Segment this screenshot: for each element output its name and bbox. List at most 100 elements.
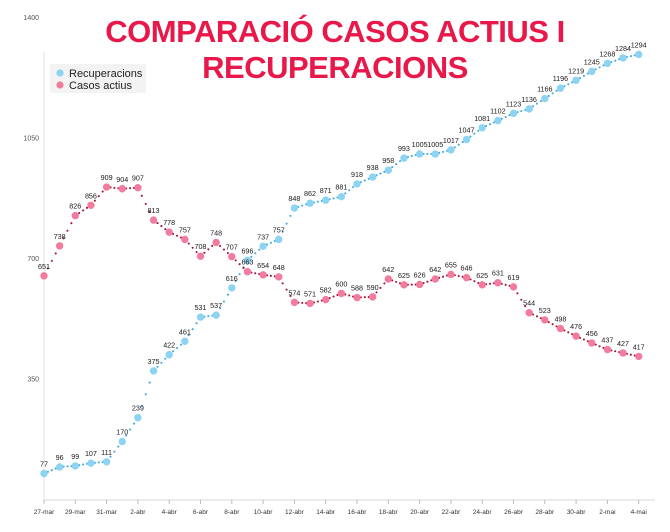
recuperacions-value-label-29-mar: 99 (71, 452, 79, 461)
recuperacions-point-2-mai (603, 59, 612, 68)
recuperacions-point-30-abr (572, 76, 580, 84)
casos-actius-point-27-abr (525, 309, 533, 317)
casos-actius-connector-dot (289, 294, 292, 298)
recuperacions-value-label-28-abr: 1166 (537, 85, 552, 94)
recuperacions-connector-dot (250, 255, 253, 258)
casos-actius-connector-14 (265, 274, 276, 278)
casos-actius-connector-dot (160, 225, 163, 228)
casos-actius-value-label-1-abr: 904 (116, 175, 128, 184)
x-tick-label-20-abr: 20-abr (410, 509, 430, 516)
casos-actius-connector-dot (363, 296, 366, 299)
y-tick-label-350: 350 (27, 376, 39, 383)
recuperacions-point-28-mar (55, 463, 64, 471)
casos-actius-connector-dot (46, 267, 49, 270)
casos-actius-connector-dot (379, 286, 382, 289)
casos-actius-connector-12 (234, 259, 245, 269)
recuperacions-connector-32 (547, 89, 558, 98)
casos-actius-value-label-27-mar: 651 (38, 262, 50, 271)
recuperacions-connector-8 (172, 343, 182, 353)
casos-actius-connector-8 (172, 232, 182, 239)
casos-actius-point-6-abr (196, 252, 205, 260)
casos-actius-value-label-8-abr: 707 (226, 243, 238, 252)
casos-actius-connector-16 (297, 301, 308, 305)
casos-actius-connector-dot (488, 282, 492, 285)
casos-actius-connector-dot (582, 338, 585, 341)
recuperacions-connector-26 (453, 141, 464, 149)
recuperacions-point-27-mar (40, 469, 48, 478)
recuperacions-connector-dot (539, 100, 542, 103)
casos-actius-connector-26 (453, 274, 464, 278)
recuperacions-connector-22 (391, 160, 402, 169)
casos-actius-connector-13 (250, 271, 261, 276)
recuperacions-value-label-22-abr: 1017 (443, 136, 459, 145)
casos-actius-connector-dot (442, 275, 445, 278)
casos-actius-value-label-12-abr: 574 (288, 288, 300, 297)
casos-actius-point-1-mai (588, 339, 596, 347)
casos-actius-connector-24 (422, 279, 433, 285)
casos-actius-connector-dot (332, 295, 335, 298)
recuperacions-value-label-15-abr: 881 (335, 183, 347, 192)
casos-actius-point-30-mar (87, 201, 95, 209)
casos-actius-point-1-abr (118, 185, 126, 193)
recuperacions-point-15-abr (337, 192, 346, 201)
recuperacions-value-label-30-mar: 107 (85, 449, 97, 458)
recuperacions-value-label-13-abr: 862 (304, 189, 316, 198)
recuperacions-point-22-abr (447, 146, 455, 154)
recuperacions-connector-37 (625, 54, 636, 59)
casos-actius-connector-dot (85, 206, 89, 209)
recuperacions-connector-11 (219, 293, 229, 310)
casos-actius-point-4-mai (635, 352, 643, 361)
casos-actius-connector-2 (78, 206, 89, 215)
recuperacions-connector-dot (82, 463, 85, 466)
casos-actius-connector-dot (113, 186, 116, 189)
recuperacions-connector-13 (250, 248, 261, 258)
casos-actius-value-label-28-mar: 738 (54, 232, 66, 241)
casos-actius-connector-dot (242, 266, 245, 269)
recuperacions-connector-dot (179, 343, 182, 346)
recuperacions-connector-dot (547, 94, 550, 98)
casos-actius-connector-dot (195, 250, 198, 254)
casos-actius-connector-1 (62, 222, 73, 240)
casos-actius-connector-30 (516, 292, 527, 308)
recuperacions-connector-dot (172, 350, 175, 353)
recuperacions-value-label-2-abr: 239 (132, 404, 144, 413)
recuperacions-connector-dot (457, 143, 460, 146)
recuperacions-connector-dot (453, 146, 456, 149)
recuperacions-value-label-3-mai: 1284 (615, 44, 631, 53)
casos-actius-value-label-24-abr: 625 (476, 271, 488, 280)
recuperacions-connector-23 (406, 153, 417, 159)
casos-actius-point-9-abr (243, 268, 252, 276)
recuperacions-connector-dot (598, 66, 601, 69)
casos-actius-connector-23 (406, 283, 417, 286)
casos-actius-value-label-26-abr: 619 (508, 273, 520, 282)
x-tick-label-6-abr: 6-abr (193, 509, 209, 516)
casos-actius-value-label-1-mai: 456 (586, 329, 598, 338)
casos-actius-connector-dot (144, 202, 147, 205)
recuperacions-value-label-8-abr: 616 (226, 274, 238, 283)
casos-actius-connector-3 (93, 190, 104, 202)
casos-actius-connector-32 (547, 321, 558, 328)
recuperacions-point-3-mai (619, 54, 627, 62)
recuperacions-connector-0 (46, 467, 57, 473)
casos-actius-value-label-6-abr: 708 (195, 242, 207, 251)
recuperacions-value-label-25-abr: 1102 (490, 107, 505, 116)
casos-actius-connector-dot (383, 282, 386, 285)
recuperacions-value-label-12-abr: 848 (288, 194, 300, 203)
casos-actius-connector-28 (485, 282, 495, 286)
casos-actius-value-label-2-mai: 437 (601, 336, 613, 345)
x-tick-label-12-abr: 12-abr (285, 509, 305, 516)
casos-actius-point-14-abr (322, 295, 330, 304)
recuperacions-connector-dot (520, 110, 523, 113)
casos-actius-point-5-abr (181, 235, 189, 244)
recuperacions-connector-dot (410, 154, 413, 158)
casos-actius-value-label-4-mai: 417 (633, 342, 645, 351)
casos-actius-value-label-5-abr: 757 (179, 225, 191, 234)
recuperacions-connector-dot (285, 222, 288, 225)
x-tick-label-2-abr: 2-abr (130, 509, 146, 516)
recuperacions-connector-dot (316, 200, 319, 203)
legend-marker-casos-actius (56, 81, 64, 89)
casos-actius-value-label-28-abr: 523 (539, 306, 551, 315)
recuperacions-value-label-31-mar: 111 (101, 448, 112, 457)
casos-actius-value-label-11-abr: 648 (273, 263, 285, 272)
recuperacions-value-label-20-abr: 1005 (412, 140, 428, 149)
